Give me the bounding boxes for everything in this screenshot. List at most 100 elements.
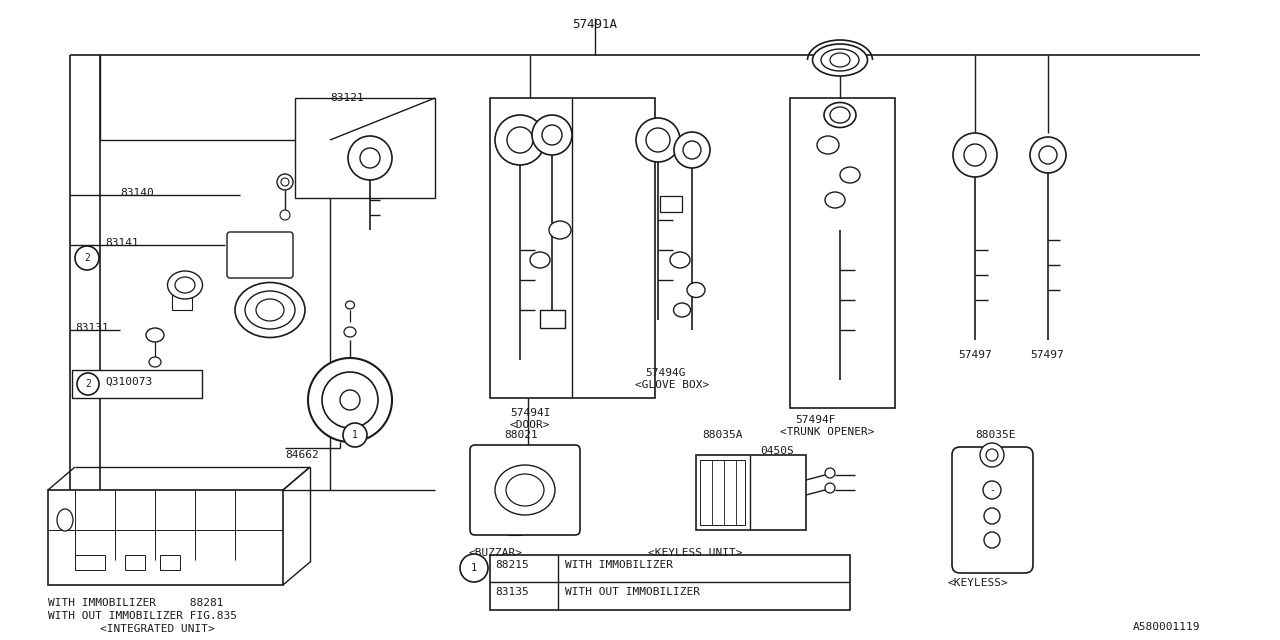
Ellipse shape [495, 465, 556, 515]
Circle shape [343, 423, 367, 447]
Circle shape [276, 174, 293, 190]
Ellipse shape [530, 252, 550, 268]
Circle shape [507, 127, 532, 153]
Text: 57497: 57497 [1030, 350, 1064, 360]
Circle shape [280, 210, 291, 220]
Circle shape [826, 483, 835, 493]
Bar [540, 310, 564, 328]
Text: A580001119: A580001119 [1133, 622, 1201, 632]
Bar [700, 460, 745, 525]
Bar [76, 555, 105, 570]
Circle shape [684, 141, 701, 159]
FancyBboxPatch shape [227, 232, 293, 278]
Text: 88035A: 88035A [701, 430, 742, 440]
Ellipse shape [669, 252, 690, 268]
Ellipse shape [820, 49, 859, 71]
Ellipse shape [344, 327, 356, 337]
Circle shape [984, 508, 1000, 524]
Text: WITH IMMOBILIZER: WITH IMMOBILIZER [564, 560, 673, 570]
Bar [660, 196, 682, 212]
Text: 2: 2 [84, 253, 90, 263]
Text: 88035E: 88035E [975, 430, 1015, 440]
Ellipse shape [148, 357, 161, 367]
Bar [508, 525, 522, 535]
Ellipse shape [346, 301, 355, 309]
Text: 57494G: 57494G [645, 368, 686, 378]
Ellipse shape [256, 299, 284, 321]
Text: <KEYLESS UNIT>: <KEYLESS UNIT> [648, 548, 742, 558]
Ellipse shape [549, 221, 571, 239]
Ellipse shape [175, 277, 195, 293]
FancyBboxPatch shape [952, 447, 1033, 573]
Bar [490, 98, 655, 398]
Ellipse shape [168, 271, 202, 299]
Text: <BUZZAR>: <BUZZAR> [468, 548, 522, 558]
Ellipse shape [687, 282, 705, 298]
Bar [696, 455, 806, 530]
Text: 84662: 84662 [285, 450, 319, 460]
Text: <KEYLESS>: <KEYLESS> [947, 578, 1009, 588]
Text: <INTEGRATED UNIT>: <INTEGRATED UNIT> [100, 624, 215, 634]
Circle shape [986, 449, 998, 461]
Text: 57494I: 57494I [509, 408, 550, 418]
Text: 83140: 83140 [120, 188, 154, 198]
Circle shape [323, 372, 378, 428]
Bar [490, 555, 850, 610]
Text: 0450S: 0450S [760, 446, 794, 456]
Ellipse shape [829, 107, 850, 123]
FancyBboxPatch shape [470, 445, 580, 535]
Bar [49, 490, 283, 585]
Circle shape [1039, 146, 1057, 164]
Text: 1: 1 [471, 563, 477, 573]
Circle shape [636, 118, 680, 162]
Text: 83135: 83135 [495, 587, 529, 597]
Circle shape [282, 178, 289, 186]
Circle shape [460, 554, 488, 582]
Circle shape [826, 468, 835, 478]
Ellipse shape [840, 167, 860, 183]
Circle shape [532, 115, 572, 155]
Circle shape [983, 481, 1001, 499]
Text: 57491A: 57491A [572, 18, 617, 31]
Bar [172, 295, 192, 310]
Text: Q310073: Q310073 [105, 377, 152, 387]
Circle shape [495, 115, 545, 165]
Ellipse shape [826, 192, 845, 208]
Bar [486, 510, 506, 522]
Circle shape [76, 246, 99, 270]
Bar [294, 98, 435, 198]
Text: 83131: 83131 [76, 323, 109, 333]
Text: <DOOR>: <DOOR> [509, 420, 550, 430]
Text: 88215: 88215 [495, 560, 529, 570]
Circle shape [77, 373, 99, 395]
Ellipse shape [58, 509, 73, 531]
Text: WITH OUT IMMOBILIZER: WITH OUT IMMOBILIZER [564, 587, 700, 597]
Circle shape [541, 125, 562, 145]
Text: 83121: 83121 [330, 93, 364, 103]
Circle shape [954, 133, 997, 177]
Ellipse shape [244, 291, 294, 329]
Ellipse shape [673, 303, 690, 317]
Bar [125, 555, 145, 570]
Circle shape [984, 532, 1000, 548]
Circle shape [646, 128, 669, 152]
Text: <GLOVE BOX>: <GLOVE BOX> [635, 380, 709, 390]
Text: 2: 2 [84, 379, 91, 389]
Text: <TRUNK OPENER>: <TRUNK OPENER> [780, 427, 874, 437]
Ellipse shape [236, 282, 305, 337]
Text: 57497: 57497 [957, 350, 992, 360]
Text: -: - [989, 485, 995, 495]
Ellipse shape [829, 53, 850, 67]
Circle shape [308, 358, 392, 442]
Circle shape [348, 136, 392, 180]
Text: WITH OUT IMMOBILIZER FIG.835: WITH OUT IMMOBILIZER FIG.835 [49, 611, 237, 621]
Ellipse shape [824, 102, 856, 127]
Text: 57494F: 57494F [795, 415, 836, 425]
Text: 83141: 83141 [105, 238, 138, 248]
Circle shape [675, 132, 710, 168]
Circle shape [964, 144, 986, 166]
Bar [790, 98, 895, 408]
Ellipse shape [813, 44, 868, 76]
Text: 1: 1 [352, 430, 358, 440]
Circle shape [980, 443, 1004, 467]
